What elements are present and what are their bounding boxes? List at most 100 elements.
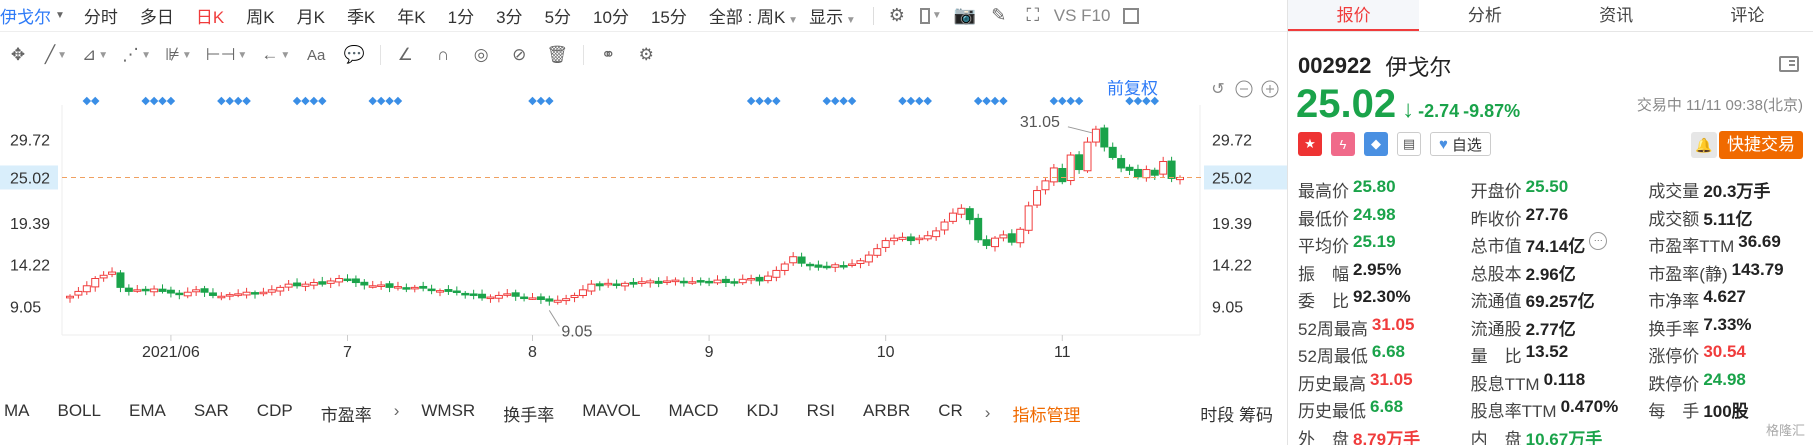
stock-selector[interactable]: 伊戈尔 ▼ [0, 3, 73, 28]
event-marker-icon[interactable] [90, 96, 100, 106]
indicator-manage-button[interactable]: 指标管理 [1012, 405, 1081, 425]
panel-toggle-icon[interactable] [1120, 5, 1142, 27]
event-marker-icon[interactable] [923, 96, 932, 106]
range-select[interactable]: 全部 : 周K ▼ [708, 8, 799, 27]
add-watchlist-button[interactable]: ♥ 自选 [1430, 132, 1491, 156]
comment-tool-icon[interactable]: 💬 [343, 45, 365, 64]
indicator-item[interactable]: BOLL [57, 400, 101, 420]
quote-tab[interactable]: 报价 [1288, 0, 1420, 31]
bell-icon[interactable]: 🔔 [1691, 132, 1717, 158]
event-marker-icon[interactable] [368, 96, 377, 106]
event-marker-icon[interactable] [898, 96, 907, 106]
event-marker-icon[interactable] [242, 96, 251, 106]
indicator-item[interactable]: MACD [668, 400, 719, 420]
hide-icon[interactable]: ⊘ [512, 45, 527, 64]
period-tab[interactable]: 年K [397, 8, 426, 27]
quote-tab[interactable]: 分析 [1467, 6, 1502, 25]
indicator-item[interactable]: CR [938, 400, 963, 420]
event-marker-icon[interactable] [982, 96, 991, 106]
link-icon[interactable]: ⚭ [601, 45, 616, 64]
event-marker-icon[interactable] [755, 96, 764, 106]
event-marker-icon[interactable] [1125, 96, 1134, 106]
event-marker-icon[interactable] [1058, 96, 1067, 106]
indicator-item[interactable]: MAVOL [582, 400, 641, 420]
event-marker-icon[interactable] [376, 96, 386, 106]
event-marker-icon[interactable] [839, 96, 848, 106]
indicator-item[interactable]: KDJ [746, 400, 779, 420]
event-marker-icon[interactable] [217, 96, 226, 106]
event-marker-icon[interactable] [545, 96, 554, 106]
event-marker-icon[interactable] [746, 96, 756, 106]
event-marker-icon[interactable] [847, 96, 857, 106]
chart-style-icon[interactable]: ▼ [919, 5, 942, 27]
quote-tab[interactable]: 评论 [1730, 6, 1765, 25]
indicator-item[interactable]: CDP [256, 400, 293, 420]
period-tab[interactable]: 1分 [447, 8, 475, 27]
event-marker-icon[interactable] [1066, 96, 1075, 106]
quick-trade-button[interactable]: 快捷交易 [1719, 131, 1803, 159]
event-marker-icon[interactable] [82, 96, 92, 106]
fib-tool-icon[interactable]: ⊯ ▼ [165, 45, 192, 64]
arrow-tool-icon[interactable]: ← ▼ [261, 45, 291, 64]
note-icon[interactable]: ▤ [1397, 132, 1421, 156]
indicator-item[interactable]: SAR [193, 400, 229, 420]
period-tab[interactable]: 月K [296, 8, 325, 27]
reset-icon[interactable]: ↺ [1211, 81, 1224, 98]
zoom-in-icon[interactable] [1261, 80, 1279, 98]
trash-icon[interactable]: 🗑 [546, 45, 569, 64]
chevron-right-icon[interactable]: › [393, 400, 400, 420]
period-tab[interactable]: 季K [346, 8, 376, 27]
event-marker-icon[interactable] [1142, 96, 1151, 106]
line-tool-icon[interactable]: ╱ ▼ [44, 45, 68, 64]
event-marker-icon[interactable] [149, 96, 159, 106]
quote-tab[interactable]: 资讯 [1599, 6, 1634, 25]
period-chip-button[interactable]: 时段 筹码 [1200, 405, 1273, 425]
period-tab[interactable]: 10分 [593, 8, 629, 27]
chevron-right-icon[interactable]: › [984, 403, 991, 422]
event-marker-icon[interactable] [141, 96, 150, 106]
pencil-icon[interactable]: ✎ [991, 5, 1007, 25]
period-tab[interactable]: 3分 [496, 8, 523, 27]
event-marker-icon[interactable] [292, 96, 302, 106]
period-tab[interactable]: 5分 [544, 8, 572, 27]
zoom-out-icon[interactable] [1235, 80, 1253, 98]
event-marker-icon[interactable] [318, 96, 327, 106]
camera-icon[interactable]: 📷 [953, 5, 976, 25]
gear-icon[interactable]: ⚙ [638, 45, 654, 64]
event-marker-icon[interactable] [906, 96, 916, 106]
indicator-item[interactable]: RSI [806, 400, 835, 420]
fullscreen-icon[interactable]: ⛶ [1026, 5, 1040, 25]
event-marker-icon[interactable] [830, 96, 840, 106]
adjust-label[interactable]: 前复权 [1107, 80, 1158, 98]
event-marker-icon[interactable] [1074, 96, 1084, 106]
indicator-item[interactable]: MA [4, 400, 30, 420]
period-tab[interactable]: 分时 [83, 8, 118, 27]
event-marker-icon[interactable] [225, 96, 235, 106]
event-marker-icon[interactable] [973, 96, 983, 106]
indicator-item[interactable]: 换手率 [503, 405, 555, 425]
indicator-item[interactable]: EMA [128, 400, 166, 420]
candlestick-chart[interactable]: 前复权 ↺ 29.72 29.72 25.02 25.02 19.39 19.39 14.22 1… [0, 80, 1287, 385]
event-marker-icon[interactable] [763, 96, 773, 106]
polyline-tool-icon[interactable]: ⋰ ▼ [122, 45, 152, 64]
indicator-item[interactable]: WMSR [421, 400, 476, 420]
event-marker-icon[interactable] [166, 96, 176, 106]
event-marker-icon[interactable] [536, 96, 546, 106]
eye-icon[interactable]: ◎ [473, 45, 489, 64]
vs-f10-button[interactable]: VS F10 [1053, 5, 1111, 25]
event-marker-icon[interactable] [233, 96, 243, 106]
event-marker-icon[interactable] [309, 96, 319, 106]
event-marker-icon[interactable] [772, 96, 781, 106]
period-tab[interactable]: 日K [195, 8, 225, 27]
range-tool-icon[interactable]: ⊢⊣ ▼ [205, 45, 248, 64]
event-marker-icon[interactable] [301, 96, 310, 106]
event-marker-icon[interactable] [990, 96, 1000, 106]
event-marker-icon[interactable] [915, 96, 924, 106]
magnet-icon[interactable]: ∩ [437, 45, 450, 64]
ray-tool-icon[interactable]: ⊿ ▼ [82, 45, 109, 64]
event-marker-icon[interactable] [999, 96, 1008, 106]
event-marker-icon[interactable] [822, 96, 832, 106]
event-marker-icon[interactable] [1049, 96, 1059, 106]
display-dropdown[interactable]: 显示 ▼ [809, 8, 856, 27]
indicator-item[interactable]: ARBR [863, 400, 911, 420]
